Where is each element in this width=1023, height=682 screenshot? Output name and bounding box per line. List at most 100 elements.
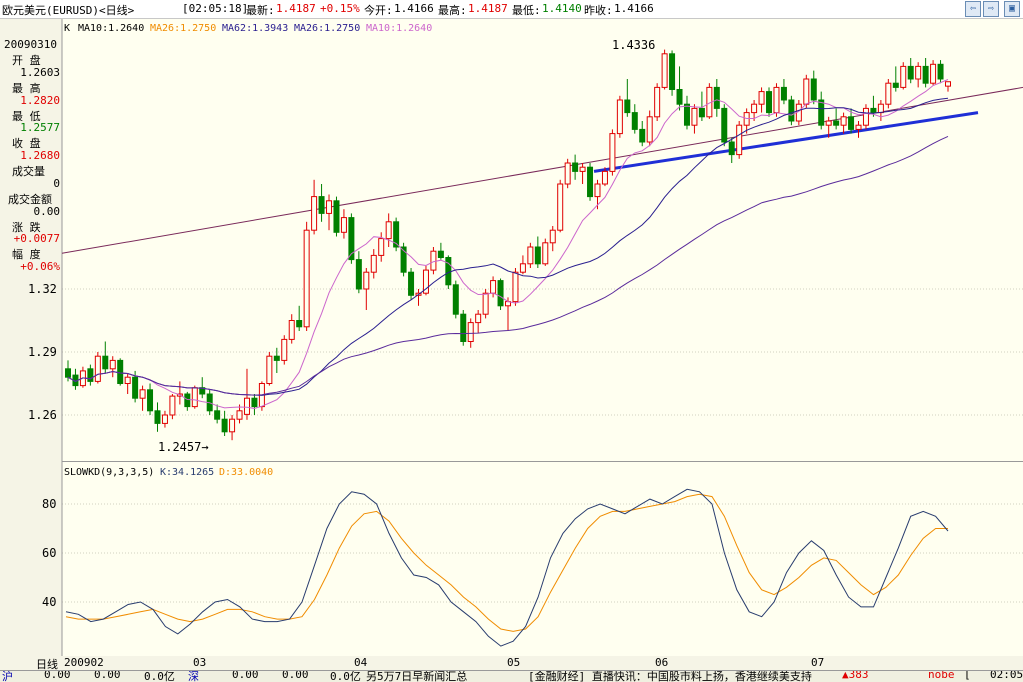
ticker-news[interactable]: [金融财经] 直播快讯：中国股市料上扬，香港继续美支持 xyxy=(528,670,812,682)
amount-value: 0.00 xyxy=(33,205,61,218)
candle-body xyxy=(348,217,355,261)
candle-body xyxy=(624,99,631,114)
candle-body xyxy=(318,196,325,214)
candle-body xyxy=(340,217,347,233)
trend-line-thin xyxy=(61,86,1023,254)
ticker-value: 0.00 xyxy=(44,670,71,681)
candle-body xyxy=(579,166,586,172)
candle-body xyxy=(780,86,787,101)
candle-body xyxy=(87,368,94,382)
quote-info-panel: 20090310 开 盘 1.2603 最 高 1.2820 最 低 1.257… xyxy=(0,19,63,461)
restore-button[interactable]: ▣ xyxy=(1004,1,1020,17)
candle-body xyxy=(221,418,228,433)
ticker-sz: 深 xyxy=(188,670,199,682)
high-value: 1.2820 xyxy=(20,94,60,107)
price-tick-label: 1.29 xyxy=(28,345,57,359)
candle-body xyxy=(326,200,333,214)
candle-body xyxy=(549,229,556,244)
candle-body xyxy=(355,259,362,290)
candle-body xyxy=(445,257,452,286)
ticker-value: 0.00 xyxy=(94,670,121,681)
date-tick: 03 xyxy=(193,656,207,669)
kd-tick-label: 40 xyxy=(42,595,56,609)
low-label: 最 低 xyxy=(12,110,41,123)
date-axis: 日线 200902 03 04 05 06 07 xyxy=(0,656,1023,671)
candle-body xyxy=(825,120,832,126)
candle-body xyxy=(490,280,497,294)
news-ticker[interactable]: 沪 0.00 0.00 0.0亿 深 0.00 0.00 0.0亿 另5万7日早… xyxy=(0,670,1023,682)
candle-body xyxy=(728,141,735,156)
candle-body xyxy=(184,393,191,408)
quote-time: [02:05:18] xyxy=(182,2,249,15)
candle-body xyxy=(601,170,608,185)
candle-body xyxy=(303,229,310,328)
amount-label: 成交金额 xyxy=(8,193,52,206)
candle-body xyxy=(251,397,258,408)
ticker-value: 0.0亿 xyxy=(144,670,175,682)
candle-body xyxy=(147,389,154,412)
candlesticks xyxy=(65,49,951,441)
range-label: 幅 度 xyxy=(12,248,41,261)
candle-body xyxy=(654,86,661,118)
candle-body xyxy=(892,82,899,88)
candle-body xyxy=(161,414,168,424)
prev-close-label: 昨收: xyxy=(584,4,613,17)
ticker-news[interactable]: 另5万7日早新闻汇总 xyxy=(366,670,468,682)
grid-layer xyxy=(61,19,1023,656)
candle-body xyxy=(102,355,109,370)
candle-body xyxy=(818,99,825,126)
back-button[interactable]: ⇦ xyxy=(965,1,981,17)
candle-body xyxy=(132,376,139,399)
period-label: 日线 xyxy=(36,658,58,671)
open-label: 今开: xyxy=(364,4,393,17)
forward-button[interactable]: ⇨ xyxy=(983,1,999,17)
range-value: +0.06% xyxy=(20,260,60,273)
candle-body xyxy=(154,410,161,424)
kd-chart[interactable] xyxy=(62,462,1023,657)
kd-tick-label: 60 xyxy=(42,546,56,560)
candle-body xyxy=(363,271,370,290)
ticker-time: 02:05 xyxy=(990,670,1023,681)
change-label: 涨 跌 xyxy=(12,221,41,234)
kd-k-line xyxy=(65,488,949,647)
candle-body xyxy=(661,53,668,88)
candle-body xyxy=(810,78,817,101)
candle-body xyxy=(736,124,743,156)
candle-body xyxy=(296,320,303,328)
candle-body xyxy=(631,112,638,130)
ma10-line xyxy=(67,79,949,410)
low-label: 最低: xyxy=(512,4,541,17)
candle-body xyxy=(408,271,415,296)
candle-body xyxy=(840,116,847,126)
candle-body xyxy=(900,65,907,88)
candle-body xyxy=(870,107,877,114)
legend-ma26-b: MA26:1.2750 xyxy=(294,23,360,34)
candle-body xyxy=(788,99,795,122)
date-tick: 06 xyxy=(655,656,669,669)
volume-label: 成交量 xyxy=(12,165,45,178)
candle-body xyxy=(124,376,131,385)
ticker-value: 0.00 xyxy=(232,670,259,681)
date-tick: 04 xyxy=(354,656,368,669)
candle-body xyxy=(713,86,720,109)
kd-axis: 40 60 80 xyxy=(42,497,56,609)
candle-body xyxy=(616,99,623,135)
date-tick: 200902 xyxy=(64,656,104,669)
kd-d-line xyxy=(65,493,948,632)
trend-line-thick xyxy=(593,111,979,173)
volume-value: 0 xyxy=(53,177,60,190)
legend-k: K xyxy=(64,23,70,34)
candle-body xyxy=(885,82,892,105)
ma26-line xyxy=(67,97,949,396)
price-chart[interactable] xyxy=(62,19,1023,462)
candle-body xyxy=(751,103,758,114)
candle-body xyxy=(497,280,504,307)
candle-body xyxy=(848,116,855,130)
candle-body xyxy=(109,359,116,370)
candle-body xyxy=(288,320,295,340)
candle-body xyxy=(721,107,728,143)
moving-averages xyxy=(67,79,949,410)
candle-body xyxy=(907,65,914,80)
kd-indicator-name: SLOWKD(9,3,3,5) xyxy=(64,467,154,478)
candle-body xyxy=(773,86,780,114)
